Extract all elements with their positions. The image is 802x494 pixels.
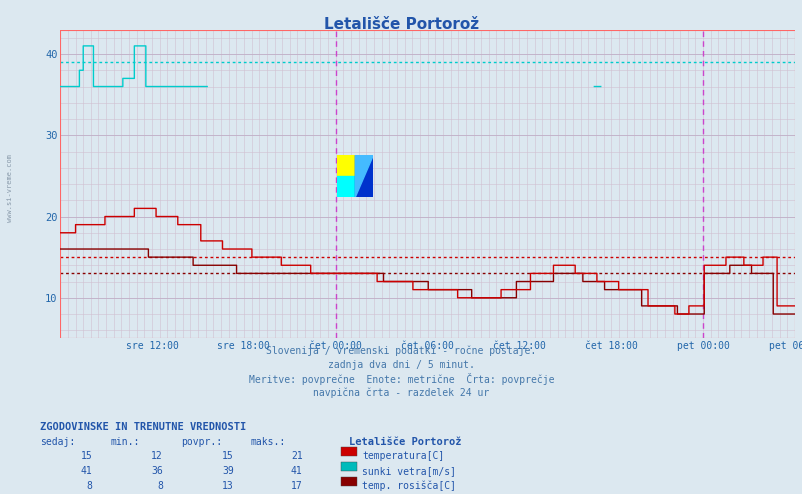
- Text: Slovenija / vremenski podatki - ročne postaje.: Slovenija / vremenski podatki - ročne po…: [266, 346, 536, 356]
- Text: min.:: min.:: [111, 437, 140, 447]
- Text: 41: 41: [290, 466, 302, 476]
- Text: 39: 39: [221, 466, 233, 476]
- Text: www.si-vreme.com: www.si-vreme.com: [7, 154, 14, 222]
- Text: 12: 12: [151, 451, 163, 461]
- Text: temp. rosišča[C]: temp. rosišča[C]: [362, 481, 456, 491]
- Text: 15: 15: [80, 451, 92, 461]
- Text: 13: 13: [221, 481, 233, 491]
- Polygon shape: [355, 155, 373, 197]
- Text: ZGODOVINSKE IN TRENUTNE VREDNOSTI: ZGODOVINSKE IN TRENUTNE VREDNOSTI: [40, 422, 246, 432]
- Text: maks.:: maks.:: [250, 437, 286, 447]
- Bar: [337, 155, 355, 176]
- Text: povpr.:: povpr.:: [181, 437, 222, 447]
- Text: 8: 8: [87, 481, 92, 491]
- Bar: [355, 155, 373, 197]
- Text: Meritve: povprečne  Enote: metrične  Črta: povprečje: Meritve: povprečne Enote: metrične Črta:…: [249, 373, 553, 385]
- Text: 17: 17: [290, 481, 302, 491]
- Text: 36: 36: [151, 466, 163, 476]
- Text: temperatura[C]: temperatura[C]: [362, 451, 444, 461]
- Text: sedaj:: sedaj:: [40, 437, 75, 447]
- Bar: [337, 176, 355, 197]
- Text: Letališče Portorož: Letališče Portorož: [323, 17, 479, 32]
- Text: 21: 21: [290, 451, 302, 461]
- Text: 41: 41: [80, 466, 92, 476]
- Text: navpična črta - razdelek 24 ur: navpična črta - razdelek 24 ur: [313, 387, 489, 398]
- Text: sunki vetra[m/s]: sunki vetra[m/s]: [362, 466, 456, 476]
- Text: zadnja dva dni / 5 minut.: zadnja dva dni / 5 minut.: [328, 360, 474, 370]
- Text: 15: 15: [221, 451, 233, 461]
- Text: Letališče Portorož: Letališče Portorož: [349, 437, 461, 447]
- Text: 8: 8: [157, 481, 163, 491]
